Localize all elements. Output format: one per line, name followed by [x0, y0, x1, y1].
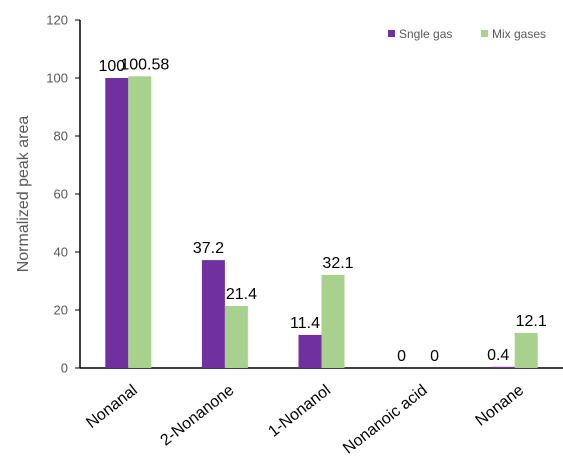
category-label: 2-Nonanone [157, 382, 237, 450]
bar-mix [128, 76, 152, 369]
category-label: Nonanoic acid [340, 382, 430, 458]
data-label: 100 [98, 58, 125, 75]
y-tick-label: 0 [61, 361, 68, 376]
legend-swatch-mix [481, 30, 488, 37]
y-tick-labels: 0 20 40 60 80 100 120 [46, 13, 80, 376]
y-axis-title: Normalized peak area [15, 116, 32, 273]
legend-swatch-single [388, 30, 395, 37]
bar-single [491, 366, 515, 368]
y-tick-label: 120 [46, 13, 68, 28]
bar-single [298, 334, 322, 368]
y-tick-label: 60 [54, 187, 68, 202]
bar-single [201, 260, 225, 368]
bars [105, 76, 538, 369]
data-label: 32.1 [322, 255, 353, 272]
legend-label-mix: Mix gases [492, 27, 546, 41]
data-label: 21.4 [226, 286, 257, 303]
category-label: 1-Nonanol [265, 382, 334, 441]
data-label: 0 [397, 348, 406, 365]
data-label: 12.1 [516, 313, 547, 330]
y-tick-label: 100 [46, 71, 68, 86]
category-label: Nonanal [83, 382, 140, 432]
legend: Sngle gas Mix gases [388, 27, 546, 41]
bar-mix [224, 305, 248, 368]
y-tick-label: 20 [54, 303, 68, 318]
bar-mix [321, 274, 345, 368]
bar-single [105, 78, 129, 368]
data-label: 0 [430, 348, 439, 365]
data-label: 11.4 [290, 315, 320, 332]
y-tick-label: 80 [54, 129, 68, 144]
category-label: Nonane [473, 382, 528, 430]
category-labels: Nonanal 2-Nonanone 1-Nonanol Nonanoic acid N… [83, 382, 527, 458]
y-tick-label: 40 [54, 245, 68, 260]
legend-label-single: Sngle gas [399, 27, 452, 41]
data-label: 37.2 [193, 240, 224, 257]
data-label: 0.4 [487, 347, 509, 364]
y-axis: 0 20 40 60 80 100 120 [46, 13, 81, 376]
data-label: 100.58 [120, 56, 169, 73]
bar-mix [514, 332, 538, 368]
